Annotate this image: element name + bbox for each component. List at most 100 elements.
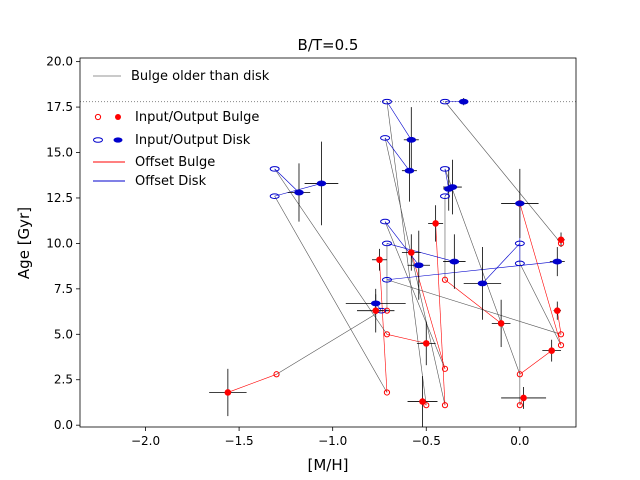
disk-output-marker-13: [515, 200, 525, 207]
disk-input-marker-7: [439, 193, 450, 199]
gray-connector-3: [274, 168, 388, 335]
bulge-offset-line-10: [519, 350, 552, 375]
legend-label: Offset Disk: [135, 174, 207, 189]
bulge-output-marker-1: [224, 389, 232, 396]
disk-output-marker-11: [458, 98, 469, 105]
disk-input-marker-2: [269, 193, 280, 199]
legend: Bulge older than disk Input/Output Bulge I…: [93, 69, 270, 189]
gray-connector-11: [444, 101, 562, 244]
gray-connector-6: [384, 221, 446, 369]
bulge-output-marker-3: [422, 340, 430, 347]
x-tick-label: 0.0: [510, 434, 529, 448]
disk-offset-line-12: [386, 261, 558, 281]
bulge-output-marker-10: [548, 347, 555, 354]
bulge-input-marker-13: [557, 342, 565, 349]
legend-disk-input-marker: [93, 137, 103, 143]
disk-offset-line-4: [386, 101, 412, 140]
legend-bulge-input-marker: [94, 113, 102, 121]
bulge-output-marker-11: [557, 236, 565, 244]
gray-connector-5: [384, 137, 446, 406]
bulge-input-marker-1: [273, 371, 280, 378]
disk-input-marker-6: [380, 218, 391, 225]
bulge-output-marker-7: [497, 320, 505, 327]
legend-label: Input/Output Disk: [135, 133, 251, 148]
bulge-offset-line-3: [386, 334, 427, 344]
bulge-input-marker-5: [441, 402, 449, 409]
gray-connector-4: [386, 101, 427, 406]
disk-output-marker-3: [294, 189, 304, 196]
disk-output-marker-10: [443, 185, 454, 192]
disk-input-marker-8: [381, 240, 392, 247]
disk-offset-line-10: [444, 168, 450, 189]
bulge-output-marker-4: [419, 398, 426, 405]
disk-output-marker-12: [552, 258, 563, 265]
disk-input-marker-13: [514, 260, 525, 267]
bulge-input-marker-10: [516, 371, 523, 378]
disk-output-marker-4: [406, 136, 417, 143]
bulge-input-marker-9: [516, 402, 523, 409]
disk-offset-line-5: [384, 137, 410, 171]
y-tick-label: 5.0: [54, 327, 73, 341]
y-tick-label: 20.0: [46, 55, 73, 69]
x-tick-label: −1.5: [225, 434, 254, 448]
gray-connector-1: [276, 310, 382, 375]
bulge-input-marker-12: [557, 331, 565, 338]
gray-connector-12: [386, 279, 562, 335]
legend-label: Offset Bulge: [135, 155, 215, 170]
legend-label: Bulge older than disk: [131, 69, 270, 84]
bulge-input-marker-6: [441, 365, 449, 372]
bulge-input-marker-4: [423, 402, 430, 409]
bulge-input-marker-7: [441, 276, 449, 283]
gray-connector-2: [274, 195, 388, 393]
bulge-output-marker-9: [520, 394, 527, 402]
disk-input-marker-10: [439, 166, 450, 172]
disk-output-marker-2: [316, 180, 327, 187]
bulge-offset-line-7: [444, 279, 502, 324]
bulge-offset-line-5: [435, 223, 446, 406]
x-axis-label: [M/H]: [308, 456, 349, 474]
y-axis-label: Age [Gyr]: [15, 207, 33, 279]
gray-connector-13: [519, 263, 562, 346]
disk-offset-line-9: [482, 243, 521, 284]
disk-input-marker-4: [381, 98, 392, 105]
legend-bulge-output-marker: [115, 114, 121, 120]
legend-label: Input/Output Bulge: [135, 110, 259, 125]
bulge-output-marker-5: [432, 220, 439, 227]
disk-output-marker-5: [404, 167, 415, 174]
x-tick-label: −0.5: [412, 434, 441, 448]
bulge-offset-line-6: [411, 252, 446, 369]
bulge-output-marker-8: [372, 307, 380, 314]
plot-frame: [79, 57, 577, 428]
x-tick-label: −1.0: [318, 434, 347, 448]
disk-input-marker-11: [439, 98, 450, 105]
disk-input-marker-5: [380, 135, 391, 141]
disk-offset-line-6: [384, 221, 420, 266]
disk-input-marker-12: [381, 276, 392, 283]
disk-output-marker-6: [413, 262, 424, 269]
bulge-input-marker-8: [383, 307, 391, 314]
bulge-offset-line-2: [379, 259, 388, 393]
bulge-output-marker-6: [407, 249, 415, 256]
bulge-input-marker-2: [383, 389, 391, 396]
chart-title: B/T=0.5: [298, 36, 359, 54]
y-tick-label: 17.5: [46, 100, 73, 114]
y-tick-label: 10.0: [46, 236, 73, 250]
bulge-offset-line-12: [556, 310, 562, 335]
disk-input-marker-3: [269, 166, 280, 172]
y-tick-label: 12.5: [46, 191, 73, 205]
bulge-output-marker-2: [376, 256, 383, 264]
y-tick-label: 15.0: [46, 146, 73, 160]
x-tick-label: −2.0: [131, 434, 160, 448]
y-tick-label: 7.5: [54, 282, 73, 296]
disk-output-marker-9: [477, 280, 488, 287]
disk-input-marker-9: [514, 240, 525, 247]
disk-offset-line-3: [274, 168, 300, 193]
axes: −2.0 −1.5 −1.0 −0.5 0.0 0.0 2.5 5.0 7.5 10.0 12.5 1…: [46, 55, 577, 448]
bulge-output-marker-12: [553, 307, 561, 314]
disk-output-marker-8: [449, 258, 460, 265]
y-tick-label: 0.0: [54, 418, 73, 432]
y-tick-label: 2.5: [54, 373, 73, 387]
disk-output-marker-1: [370, 300, 381, 307]
bulge-input-marker-3: [383, 331, 391, 338]
